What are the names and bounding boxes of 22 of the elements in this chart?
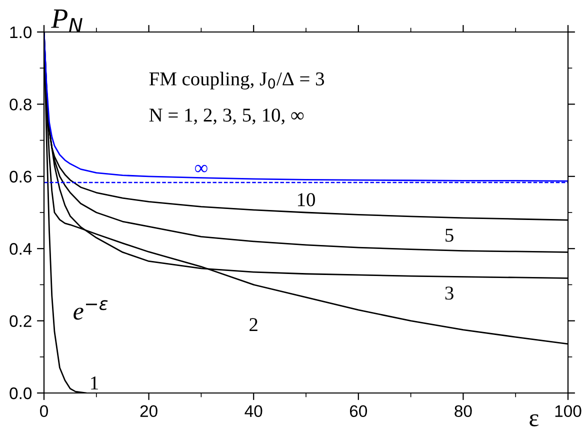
y-tick-label: 0.8 — [10, 98, 32, 110]
series-label: 5 — [446, 228, 454, 242]
x-tick-label: 80 — [454, 405, 472, 418]
series-label: 10 — [298, 193, 315, 206]
series-label: 2 — [250, 318, 258, 332]
x-tick-label: 60 — [350, 405, 368, 418]
x-tick-label: 0 — [40, 405, 48, 418]
x-tick-label: 100 — [555, 405, 582, 418]
annotation: FM coupling, J$_{0}$/Δ = 3 — [149, 72, 324, 90]
y-tick-label: 0.4 — [10, 243, 32, 255]
series-label: 1 — [91, 376, 98, 390]
y-tick-label: 0.0 — [10, 387, 32, 400]
x-axis-title: ε — [530, 414, 538, 426]
y-tick-label: 0.6 — [10, 170, 32, 183]
y-tick-label: 0.2 — [10, 315, 32, 328]
series-label: 3 — [445, 286, 454, 300]
annotation: e$^{−ε}$ — [74, 300, 108, 320]
x-tick-label: 20 — [140, 405, 158, 418]
x-tick-label: 40 — [244, 405, 262, 418]
y-tick-label: 1.0 — [10, 26, 32, 38]
series-label: ∞ — [195, 164, 208, 172]
annotation: N = 1, 2, 3, 5, 10, ∞ — [149, 108, 304, 124]
